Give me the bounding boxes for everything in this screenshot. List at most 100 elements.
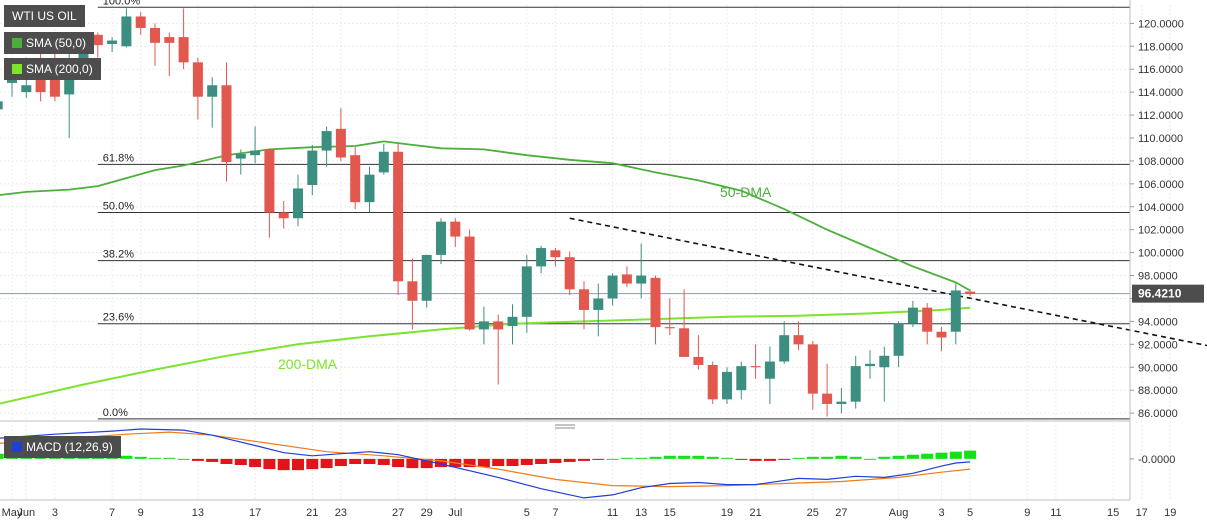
y-tick-label: 92.0000 [1138,339,1178,351]
candle-body [521,266,532,317]
current-price-box [1132,284,1204,303]
candle [750,344,761,379]
candle [550,248,561,267]
macd-histogram-bar [806,456,819,459]
x-tick-label: 15 [664,507,676,519]
x-tick-label: 9 [1024,507,1030,519]
macd-histogram-bar [635,457,648,459]
macd-histogram-bar [249,458,262,468]
macd-histogram-bar [234,458,247,466]
candle [235,149,246,175]
candle [922,303,933,345]
candle [493,314,504,385]
macd-histogram-bar [191,458,204,461]
x-tick-label: Jul [448,507,462,519]
candle-body [693,356,704,365]
candle-body [321,131,332,151]
candle [607,273,618,306]
macd-histogram-bar [220,458,233,464]
symbol-legend[interactable]: WTI US OIL [4,5,85,27]
fib-level-label: 61.8% [103,152,134,164]
candle-body [764,361,775,379]
candle-body [736,366,747,391]
candle-body [950,290,961,332]
grid [0,5,1171,501]
macd-histogram-bar [0,453,4,459]
macd-histogram-bar [906,454,919,459]
candle-body [493,321,504,330]
candle [807,340,818,410]
macd-line [0,428,971,499]
candle [192,57,203,120]
candle-body [936,331,947,338]
macd-histogram-bar [363,458,376,464]
macd-legend[interactable]: MACD (12,26,9) [4,436,121,458]
candle-body [793,335,804,345]
candle-body [164,37,175,43]
candle [264,148,275,238]
candles [0,8,976,417]
macd-histogram-bar [763,458,776,461]
macd-histogram-bar [878,456,891,459]
candle [536,245,547,274]
candle-body [421,254,432,301]
y-tick-label: 88.0000 [1138,385,1178,397]
candle [450,218,461,247]
x-tick-label: 9 [138,507,144,519]
candle [221,62,232,182]
x-tick-label: 15 [1107,507,1119,519]
macd-histogram-bar [520,458,533,466]
macd-histogram-bar [721,457,733,459]
sma50-legend[interactable]: SMA (50,0) [4,32,95,54]
candle [0,101,3,110]
fib-level-label: 38.2% [103,249,134,261]
macd-histogram-bar [163,457,176,459]
candle [107,37,118,53]
macd-histogram-bar [492,458,505,467]
sma50-legend-label: SMA (50,0) [26,36,87,50]
macd-histogram-bar [892,455,905,459]
candle-body [264,149,275,213]
candle-body [393,151,404,282]
candle [893,321,904,368]
candle [850,355,861,409]
macd-histogram-bar [120,455,133,459]
sma50-label: 50-DMA [720,184,772,200]
panel-splitter-handle[interactable] [555,424,575,429]
candle-body [436,221,446,255]
y-tick-label: 102.0000 [1138,225,1184,237]
x-tick-label: Jun [17,507,35,519]
candle-body [636,275,647,284]
macd-swatch-icon [12,442,22,452]
x-tick-label: 17 [1136,507,1148,519]
candle-body [335,128,346,158]
candle-body [650,277,661,328]
candle [321,126,332,167]
sma200-legend-label: SMA (200,0) [26,62,93,76]
candle-body [178,37,189,63]
macd-histogram-bar [506,458,519,467]
macd-histogram-bar [592,458,605,460]
y-tick-label: 118.0000 [1138,41,1183,53]
candle-body [364,174,375,203]
candle [722,367,732,404]
macd-histogram-bar [935,452,948,459]
y-tick-label: 86.0000 [1138,408,1178,420]
sma200-swatch-icon [12,64,22,74]
candle-body [0,101,3,110]
macd-histogram-bar [477,458,490,468]
candle [478,306,489,345]
macd-histogram-bar [835,455,848,459]
macd-zero-label: -0.0000 [1138,454,1175,466]
macd-histogram-bar [149,457,161,459]
candle [178,8,189,70]
fib-level-label: 0.0% [103,407,128,419]
candle [407,258,418,330]
x-tick-label: 7 [552,507,558,519]
macd-histogram-bar [306,458,319,470]
macd-histogram-bar [263,458,276,470]
macd-histogram-bar [678,455,691,459]
sma200-legend[interactable]: SMA (200,0) [4,58,101,80]
